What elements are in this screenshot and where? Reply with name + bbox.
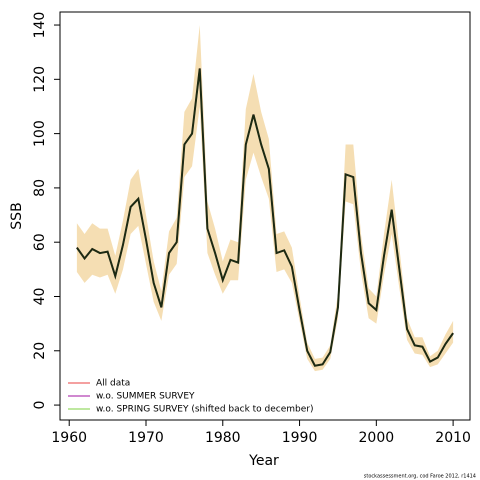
- y-tick-label: 140: [32, 12, 48, 39]
- legend-label: All data: [96, 379, 130, 389]
- x-tick-label: 2010: [435, 430, 471, 446]
- plot-frame: [59, 11, 471, 421]
- y-tick-label: 20: [32, 342, 48, 360]
- y-tick-label: 0: [32, 401, 48, 410]
- confidence-band: [76, 25, 454, 372]
- series-line: [76, 68, 454, 367]
- x-axis-title: Year: [248, 453, 279, 469]
- x-tick-label: 1980: [205, 430, 241, 446]
- x-tick-label: 1960: [51, 430, 87, 446]
- caption: stockassessment.org, cod Faroe 2012, r14…: [364, 474, 476, 480]
- x-tick-label: 2000: [359, 430, 395, 446]
- x-tick-label: 1990: [282, 430, 318, 446]
- y-tick-label: 120: [32, 66, 48, 93]
- x-tick-label: 1970: [128, 430, 164, 446]
- y-axis-title: SSB: [9, 202, 25, 229]
- y-tick-label: 100: [32, 120, 48, 147]
- y-tick-label: 60: [32, 233, 48, 251]
- legend-label: w.o. SPRING SURVEY (shifted back to dece…: [96, 405, 314, 415]
- y-tick-label: 40: [32, 288, 48, 306]
- legend-label: w.o. SUMMER SURVEY: [96, 392, 195, 402]
- y-tick-label: 80: [32, 179, 48, 197]
